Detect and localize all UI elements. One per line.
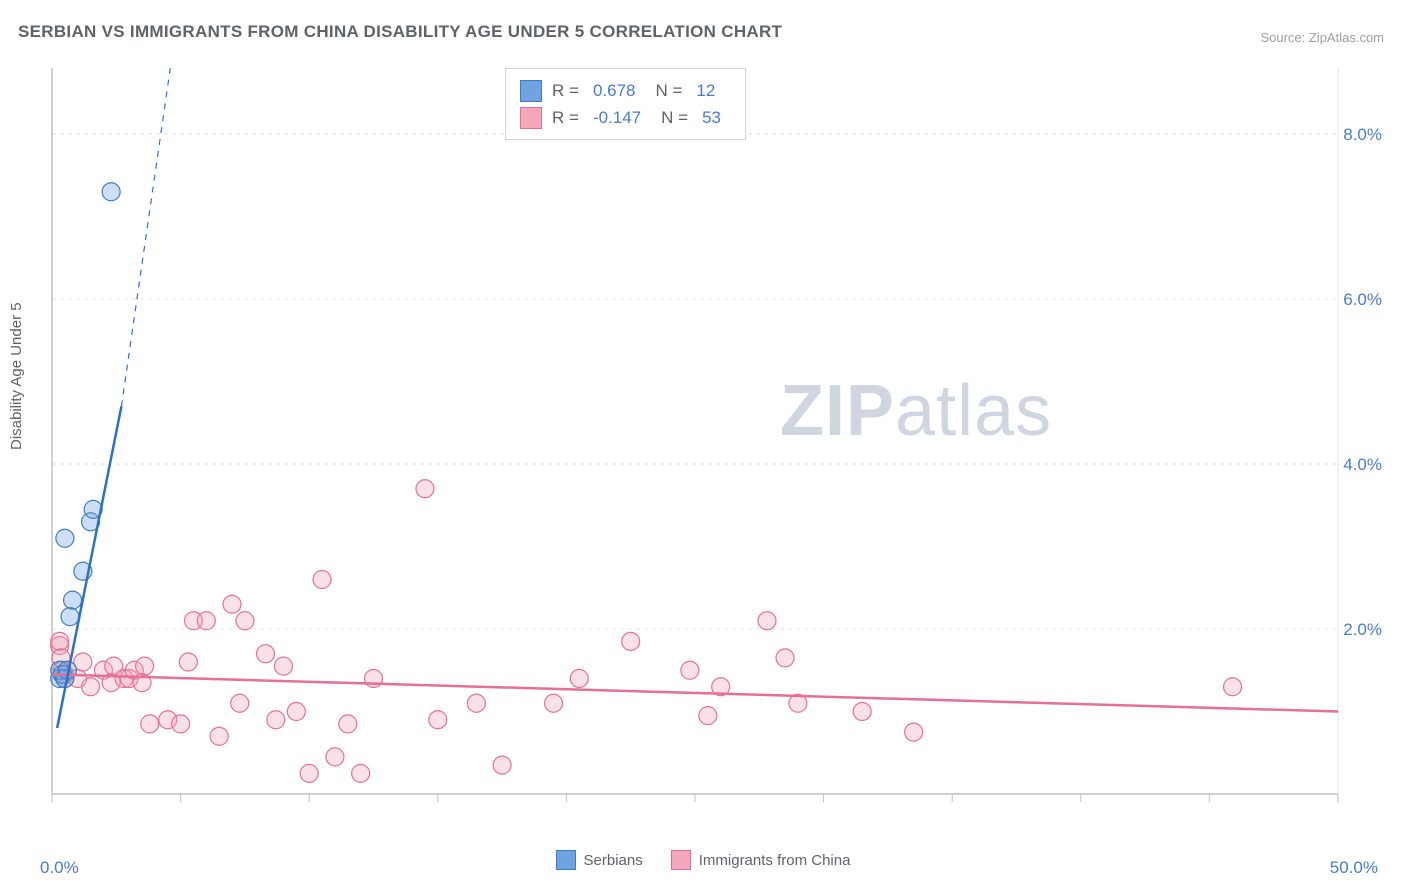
- svg-text:2.0%: 2.0%: [1343, 620, 1382, 639]
- stats-row-serbians: R = 0.678 N = 12: [520, 77, 731, 104]
- stats-row-china: R = -0.147 N = 53: [520, 104, 731, 131]
- r-value-china: -0.147: [593, 104, 641, 131]
- n-value-serbians: 12: [696, 77, 715, 104]
- legend-item-serbians: Serbians: [556, 850, 643, 870]
- svg-text:4.0%: 4.0%: [1343, 455, 1382, 474]
- r-value-serbians: 0.678: [593, 77, 636, 104]
- n-label: N =: [661, 104, 688, 131]
- chart-title: SERBIAN VS IMMIGRANTS FROM CHINA DISABIL…: [18, 22, 782, 42]
- n-value-china: 53: [702, 104, 721, 131]
- svg-text:6.0%: 6.0%: [1343, 290, 1382, 309]
- legend-item-china: Immigrants from China: [671, 850, 851, 870]
- legend-bottom: Serbians Immigrants from China: [0, 850, 1406, 870]
- legend-swatch-serbians: [556, 850, 576, 870]
- svg-text:8.0%: 8.0%: [1343, 125, 1382, 144]
- stats-legend-box: R = 0.678 N = 12 R = -0.147 N = 53: [505, 68, 746, 140]
- source-attribution: Source: ZipAtlas.com: [1260, 30, 1384, 45]
- legend-swatch-china: [671, 850, 691, 870]
- r-label: R =: [552, 104, 579, 131]
- y-axis-label: Disability Age Under 5: [8, 302, 25, 450]
- x-axis-max-label: 50.0%: [1330, 858, 1378, 878]
- x-axis-min-label: 0.0%: [40, 858, 79, 878]
- correlation-chart: 2.0% 4.0% 6.0% 8.0%: [48, 60, 1388, 830]
- n-label: N =: [655, 77, 682, 104]
- swatch-china: [520, 107, 542, 129]
- swatch-serbians: [520, 80, 542, 102]
- legend-label-serbians: Serbians: [584, 852, 643, 869]
- r-label: R =: [552, 77, 579, 104]
- legend-label-china: Immigrants from China: [699, 852, 851, 869]
